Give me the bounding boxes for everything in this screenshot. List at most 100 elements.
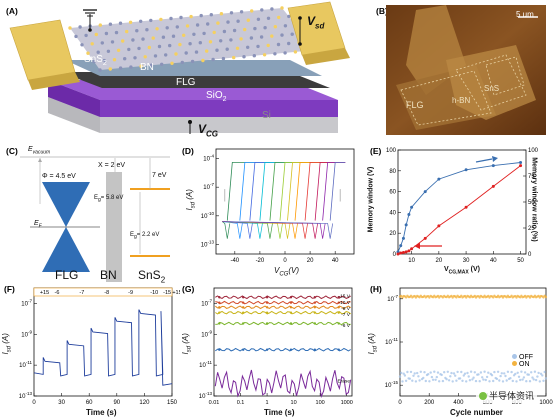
g-ytick: 10-7 [201,298,212,307]
h-point-off [409,370,413,374]
h-point-off [460,370,463,374]
e-xlabel: VCG,MAX (V) [444,266,480,276]
panel-d-letter: (D) [182,146,194,156]
h-point-off [515,380,518,383]
h-point-off [455,379,458,382]
g-series-point [218,322,221,325]
lattice-atom [106,49,111,53]
lattice-atom [84,33,88,38]
g-xtick: 100 [316,400,325,406]
h-point-off [500,372,503,375]
transfer-curve-low [222,221,243,239]
lattice-atom [202,31,206,36]
lattice-atom [249,36,254,40]
lattice-atom [287,41,291,46]
lattice-atom [118,21,123,25]
e-ytick-right: 75 [528,174,535,180]
lattice-atom [239,37,243,41]
lattice-atom [121,39,125,43]
g-series-point [337,322,340,325]
h-point-off [487,371,490,374]
lattice-atom [161,35,166,39]
d-xlabel: VCG(V) [274,266,300,278]
panel-h: (H) 0 200 400 600 800 1000 10-7 10-11 10-15 Isd … [366,282,553,419]
g-series-line [215,300,351,305]
g-series-line [215,321,351,326]
f-ytick: 10-9 [21,329,32,338]
lattice-atom [159,17,163,22]
chi-label: X = 2 eV [98,162,126,169]
lattice-atom [219,39,223,43]
lattice-atom [108,22,113,26]
h-point-on [428,296,431,299]
panel-b: (B) 5 um FLG h-BN SnS [372,0,553,140]
c-bn-label: BN [100,268,117,282]
g-series-point [289,301,293,304]
panel-f: (F) 0 30 60 90 120 150 10-7 10-9 10-11 10-13 +15 -6… [0,282,180,419]
g-series-point [289,296,293,299]
lattice-atom [225,47,229,51]
h-xlabel: Cycle number [450,408,503,417]
h-point-off [496,370,500,373]
transfer-curve [314,161,346,221]
lattice-atom [169,16,173,21]
lattice-atom [90,42,94,46]
d-xtick: 20 [307,258,314,264]
h-point-off [482,378,485,381]
g-xtick: 1 [266,400,269,406]
transfer-curve [226,161,270,221]
f-xtick: 90 [113,400,120,406]
h-point-off [523,371,527,374]
lattice-atom [149,18,153,23]
d-ytick: 10-13 [201,239,215,248]
g-series-point [313,306,317,309]
h-point-off [398,375,402,378]
e-ytick-left: 20 [389,231,396,237]
f-xtick: 30 [58,400,65,406]
lattice-atom [123,57,127,61]
e-series-point [399,251,403,255]
panel-b-letter: (B) [376,6,388,16]
g-series-line [215,310,351,315]
e-arrow-left-head [414,243,420,249]
g-series-point [289,311,293,314]
flg-cone [42,182,90,227]
f-pulse-label: -6 [55,290,60,296]
h-point-off [519,378,522,382]
si-label-a: Si [262,110,271,121]
g-series-line [215,347,351,352]
h-point-on [544,295,548,299]
h-point-off [514,372,517,376]
device-schematic [9,1,350,134]
h-point-off [441,379,445,383]
g-xtick: 0.01 [209,400,220,406]
h-point-off [533,370,537,373]
lattice-atom [143,55,147,59]
h-point-off [424,379,427,383]
lattice-atom [256,44,260,49]
f-retention-trace [33,309,173,386]
h-point-off [534,378,538,382]
chart-h: 0 200 400 600 800 1000 10-7 10-11 10-15 [385,287,553,406]
lattice-atom [266,16,271,20]
transfer-curve [249,161,293,221]
e-ytick-right: 50 [528,200,535,206]
h-point-off [412,374,415,377]
flg-label-a: FLG [176,77,196,88]
lattice-atom [198,41,202,45]
d-xtick: 0 [283,258,287,264]
f-ytick: 10-11 [19,360,32,369]
h-point-off [483,370,486,373]
lattice-atom [232,55,236,60]
chart-d: -40 -20 0 20 40 10-4 10-7 10-10 10-13 [201,148,355,264]
lattice-atom [139,64,143,68]
e-series-line [397,165,521,255]
lattice-atom [170,61,174,65]
h-point-off [449,375,452,378]
lattice-atom [116,48,121,52]
e-series-point [410,205,414,209]
g-series-label: -10 V [339,300,351,306]
lattice-atom [131,38,135,42]
e-series-point [519,164,523,168]
h-point-off [478,380,481,383]
